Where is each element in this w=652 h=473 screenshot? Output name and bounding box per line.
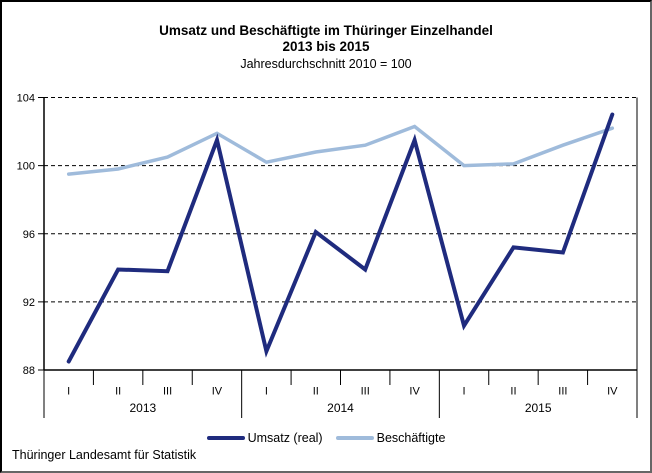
quarter-label: IV: [212, 386, 223, 398]
quarter-label: I: [463, 386, 466, 398]
quarter-label: I: [67, 386, 70, 398]
chart-title-line1: Umsatz und Beschäftigte im Thüringer Ein…: [159, 23, 493, 38]
y-axis-label-100: 100: [17, 161, 35, 173]
series-line-umsatz: [66, 112, 615, 364]
legend-entry-beschaeftigte: Beschäftigte: [335, 431, 446, 445]
source-note: Thüringer Landesamt für Statistik: [12, 448, 197, 462]
umsatz-line-swatch-icon: [206, 436, 245, 440]
quarter-label: II: [510, 386, 516, 398]
chart-subtitle: Jahresdurchschnitt 2010 = 100: [240, 57, 412, 71]
year-label-2013: 2013: [129, 401, 156, 415]
y-axis-label-88: 88: [23, 365, 35, 377]
chart-title-line2: 2013 bis 2015: [282, 39, 370, 54]
quarter-label: IV: [409, 386, 420, 398]
y-axis-label-92: 92: [23, 297, 35, 309]
quarter-label: III: [558, 386, 567, 398]
quarter-label: I: [265, 386, 268, 398]
quarter-label: III: [361, 386, 370, 398]
year-label-2015: 2015: [525, 401, 552, 415]
quarter-label: II: [115, 386, 121, 398]
quarter-label: IV: [607, 386, 618, 398]
legend-entry-umsatz: Umsatz (real): [206, 431, 323, 445]
series-line-beschaeftigte: [66, 124, 615, 176]
legend-label-umsatz: Umsatz (real): [247, 431, 323, 445]
quarter-label: II: [313, 386, 319, 398]
y-axis-label-104: 104: [17, 93, 35, 105]
y-axis-label-96: 96: [23, 229, 35, 241]
quarter-label: III: [163, 386, 172, 398]
legend-label-beschaeftigte: Beschäftigte: [376, 431, 446, 445]
chart-header: Umsatz und Beschäftigte im Thüringer Ein…: [2, 23, 650, 72]
year-label-2014: 2014: [327, 401, 354, 415]
beschaeftigte-line-swatch-icon: [335, 436, 374, 440]
legend: Umsatz (real) Beschäftigte: [2, 431, 650, 445]
